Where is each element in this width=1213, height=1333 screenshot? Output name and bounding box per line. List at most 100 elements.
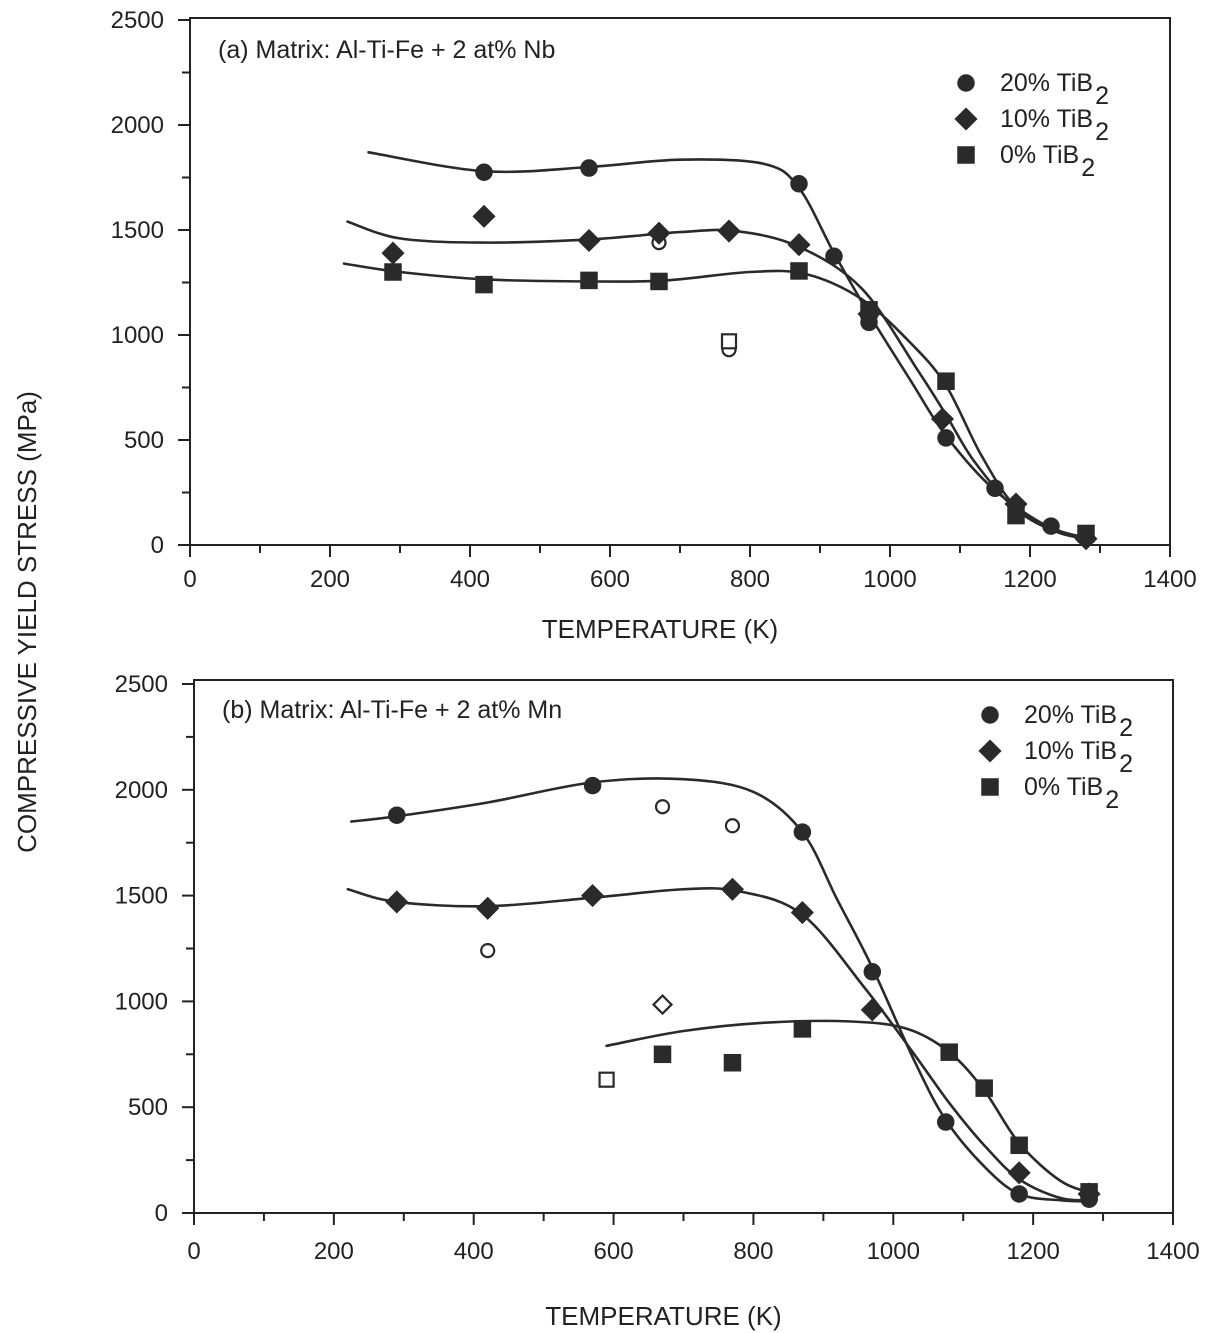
y-tick-label: 500 <box>124 427 164 454</box>
data-point-square <box>975 1079 993 1097</box>
x-tick-label: 1000 <box>863 566 916 593</box>
data-point-square <box>475 275 493 294</box>
legend-marker-circle <box>981 706 999 724</box>
data-point-diamond <box>472 204 496 228</box>
data-point-circle <box>936 1113 955 1131</box>
x-tick-label: 200 <box>314 1238 354 1265</box>
legend-subscript: 2 <box>1081 154 1095 182</box>
y-axis-title: COMPRESSIVE YIELD STRESS (MPa) <box>12 391 42 853</box>
data-point-square <box>793 1020 812 1038</box>
legend-label: 0% TiB <box>1024 773 1103 801</box>
x-tick-label: 400 <box>454 1238 494 1265</box>
x-tick-label: 0 <box>183 566 196 593</box>
data-point-diamond <box>581 884 605 908</box>
data-point-diamond <box>717 219 741 243</box>
legend-marker-diamond <box>954 107 978 131</box>
data-point-square <box>723 1054 742 1072</box>
open-point-square <box>598 1071 615 1088</box>
legend-marker-diamond <box>978 739 1002 763</box>
x-tick-label: 1200 <box>1003 566 1056 593</box>
data-point-circle <box>1042 517 1060 535</box>
legend-label: 20% TiB <box>1024 701 1117 729</box>
data-point-square <box>940 1043 958 1061</box>
data-point-diamond <box>790 900 814 925</box>
panel-title: (b) Matrix: Al-Ti-Fe + 2 at% Mn <box>222 696 562 724</box>
open-point-circle <box>724 818 741 834</box>
data-point-diamond <box>787 233 811 257</box>
data-point-diamond <box>930 407 955 431</box>
x-tick-label: 200 <box>310 566 350 593</box>
y-tick-label: 1000 <box>111 322 164 349</box>
x-tick-label: 1400 <box>1146 1238 1199 1265</box>
data-point-square <box>790 262 808 280</box>
legend-marker-circle <box>957 74 975 92</box>
legend-subscript: 2 <box>1095 118 1109 146</box>
data-point-square <box>650 272 668 291</box>
data-point-diamond <box>476 896 500 920</box>
data-point-circle <box>790 175 808 193</box>
x-tick-label: 0 <box>187 1238 200 1265</box>
panel-title: (a) Matrix: Al-Ti-Fe + 2 at% Nb <box>218 36 555 64</box>
data-point-square <box>937 372 955 390</box>
y-tick-label: 500 <box>128 1094 168 1121</box>
open-point-square <box>720 333 738 350</box>
y-tick-label: 2500 <box>111 7 164 34</box>
y-tick-label: 0 <box>151 532 164 559</box>
data-point-diamond <box>385 890 409 914</box>
legend-label: 0% TiB <box>1000 141 1079 169</box>
panel-a: 0 200 400 600 800 1000 1200 1400 0 500 1000 1500 200… <box>111 7 1197 644</box>
legend-subscript: 2 <box>1119 714 1133 742</box>
legend-subscript: 2 <box>1119 750 1133 778</box>
data-point-circle <box>388 806 406 824</box>
legend-label: 10% TiB <box>1000 105 1093 133</box>
data-point-diamond <box>577 228 601 253</box>
data-point-circle <box>1010 1185 1028 1203</box>
data-point-diamond <box>1007 1161 1031 1185</box>
data-point-square <box>384 263 402 281</box>
open-point-circle <box>480 943 496 959</box>
panel-b: 0 200 400 600 800 1000 1200 1400 0 500 1000 1500 200… <box>115 671 1200 1331</box>
data-point-circle <box>986 479 1004 498</box>
data-point-diamond <box>720 877 745 901</box>
data-point-circle <box>825 247 843 265</box>
data-point-diamond <box>381 241 405 265</box>
data-point-square <box>653 1045 672 1064</box>
data-point-circle <box>793 823 812 841</box>
fit-curve-square <box>605 1019 1098 1196</box>
data-point-square <box>1080 1183 1098 1201</box>
data-point-square <box>860 301 878 319</box>
x-tick-label: 1000 <box>867 1238 920 1265</box>
data-point-circle <box>580 159 598 177</box>
data-point-square <box>1010 1136 1028 1155</box>
data-point-square <box>580 271 598 290</box>
fit-curve-circle <box>350 777 1098 1203</box>
data-point-square <box>1007 506 1025 525</box>
open-point-diamond <box>651 994 674 1016</box>
legend-label: 20% TiB <box>1000 69 1093 97</box>
data-point-circle <box>863 963 882 981</box>
legend-subscript: 2 <box>1105 786 1119 814</box>
y-tick-label: 2500 <box>115 671 168 698</box>
legend-marker-square <box>957 146 975 164</box>
plot-frame <box>189 17 1171 546</box>
data-point-diamond <box>860 998 884 1022</box>
data-point-circle <box>937 429 955 447</box>
fit-curve-diamond <box>346 220 1095 542</box>
y-tick-label: 1500 <box>111 217 164 244</box>
data-point-circle <box>475 163 493 181</box>
x-tick-label: 600 <box>594 1238 634 1265</box>
data-point-circle <box>583 776 602 795</box>
x-tick-label: 600 <box>590 566 630 593</box>
x-axis-title: TEMPERATURE (K) <box>542 614 778 644</box>
y-tick-label: 2000 <box>115 777 168 804</box>
x-tick-label: 1400 <box>1143 566 1196 593</box>
legend-subscript: 2 <box>1095 82 1109 110</box>
legend-label: 10% TiB <box>1024 737 1117 765</box>
legend-marker-square <box>981 778 999 796</box>
x-tick-label: 1200 <box>1006 1238 1059 1265</box>
x-tick-label: 800 <box>730 566 770 593</box>
x-tick-label: 400 <box>450 566 490 593</box>
y-tick-label: 1500 <box>115 883 168 910</box>
fit-curve-square <box>342 262 1095 540</box>
